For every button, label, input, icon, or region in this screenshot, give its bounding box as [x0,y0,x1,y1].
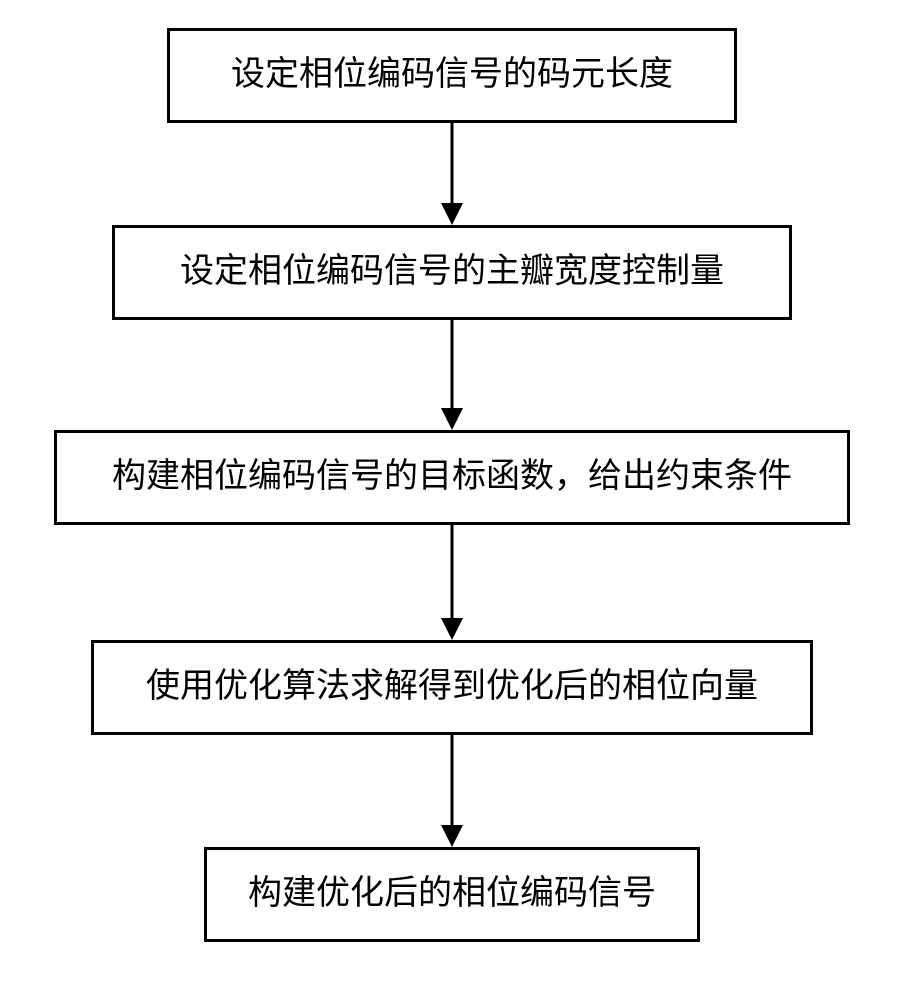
flow-arrowhead-3 [441,618,463,640]
flow-node-1: 设定相位编码信号的码元长度 [167,28,737,123]
flow-node-1-label: 设定相位编码信号的码元长度 [231,55,673,96]
flow-node-5: 构建优化后的相位编码信号 [204,847,700,942]
flow-arrowhead-4 [441,825,463,847]
flow-node-2: 设定相位编码信号的主瓣宽度控制量 [112,225,792,320]
flow-arrow-1 [450,123,453,203]
flow-node-3: 构建相位编码信号的目标函数，给出约束条件 [54,430,850,525]
flow-node-3-label: 构建相位编码信号的目标函数，给出约束条件 [112,457,792,498]
flowchart-canvas: 设定相位编码信号的码元长度 设定相位编码信号的主瓣宽度控制量 构建相位编码信号的… [0,0,903,1000]
flow-node-4-label: 使用优化算法求解得到优化后的相位向量 [146,667,758,708]
flow-node-4: 使用优化算法求解得到优化后的相位向量 [91,640,813,735]
flow-node-2-label: 设定相位编码信号的主瓣宽度控制量 [180,252,724,293]
flow-arrow-2 [450,320,453,408]
flow-arrow-3 [450,525,453,618]
flow-arrowhead-1 [441,203,463,225]
flow-arrow-4 [450,735,453,825]
flow-arrowhead-2 [441,408,463,430]
flow-node-5-label: 构建优化后的相位编码信号 [248,874,656,915]
